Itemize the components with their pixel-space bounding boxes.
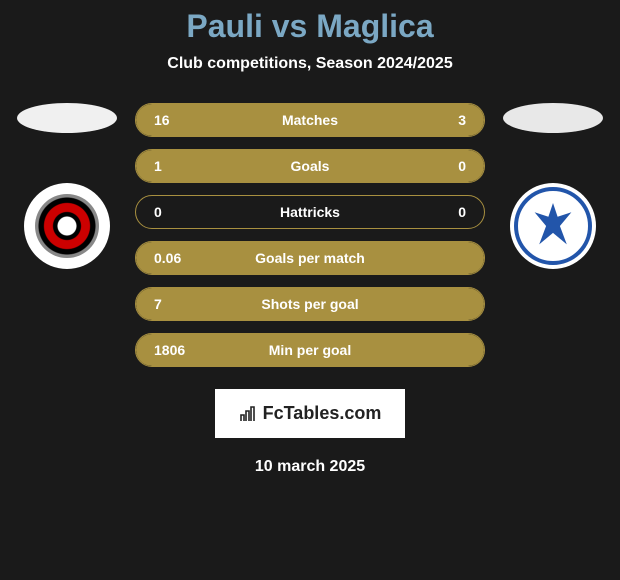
player-silhouette-right (503, 103, 603, 133)
stat-fill-left (136, 104, 407, 136)
stat-label: Goals per match (255, 250, 365, 266)
lily-icon (530, 203, 576, 249)
chart-icon (239, 405, 257, 423)
stat-fill-right (407, 104, 484, 136)
stat-left-value: 0.06 (154, 250, 181, 266)
stat-right-value: 0 (458, 158, 466, 174)
page-title: Pauli vs Maglica (186, 8, 433, 45)
darmstadt-logo-icon (514, 187, 592, 265)
stat-label: Goals (291, 158, 330, 174)
stat-bar-mpg: 1806 Min per goal (135, 333, 485, 367)
player-silhouette-left (17, 103, 117, 133)
source-badge[interactable]: FcTables.com (215, 389, 406, 438)
subtitle: Club competitions, Season 2024/2025 (167, 55, 452, 73)
stat-label: Matches (282, 112, 338, 128)
team-logo-left (24, 183, 110, 269)
team-logo-right (510, 183, 596, 269)
main-row: 16 Matches 3 1 Goals 0 0 Hattricks 0 0.0… (0, 103, 620, 367)
stats-column: 16 Matches 3 1 Goals 0 0 Hattricks 0 0.0… (135, 103, 485, 367)
hurricane-logo-icon (35, 194, 99, 258)
date-label: 10 march 2025 (255, 458, 365, 476)
stat-bar-hattricks: 0 Hattricks 0 (135, 195, 485, 229)
stat-left-value: 0 (154, 204, 162, 220)
stat-right-value: 0 (458, 204, 466, 220)
source-label: FcTables.com (263, 403, 382, 424)
stat-label: Hattricks (280, 204, 340, 220)
stat-label: Shots per goal (261, 296, 358, 312)
stat-bar-matches: 16 Matches 3 (135, 103, 485, 137)
stat-bar-goals: 1 Goals 0 (135, 149, 485, 183)
right-team-col (503, 103, 603, 269)
stat-left-value: 1806 (154, 342, 185, 358)
stat-bar-spg: 7 Shots per goal (135, 287, 485, 321)
stat-label: Min per goal (269, 342, 351, 358)
stat-left-value: 16 (154, 112, 170, 128)
left-team-col (17, 103, 117, 269)
stat-left-value: 7 (154, 296, 162, 312)
stat-right-value: 3 (458, 112, 466, 128)
stat-bar-gpm: 0.06 Goals per match (135, 241, 485, 275)
comparison-card: Pauli vs Maglica Club competitions, Seas… (0, 0, 620, 580)
stat-left-value: 1 (154, 158, 162, 174)
